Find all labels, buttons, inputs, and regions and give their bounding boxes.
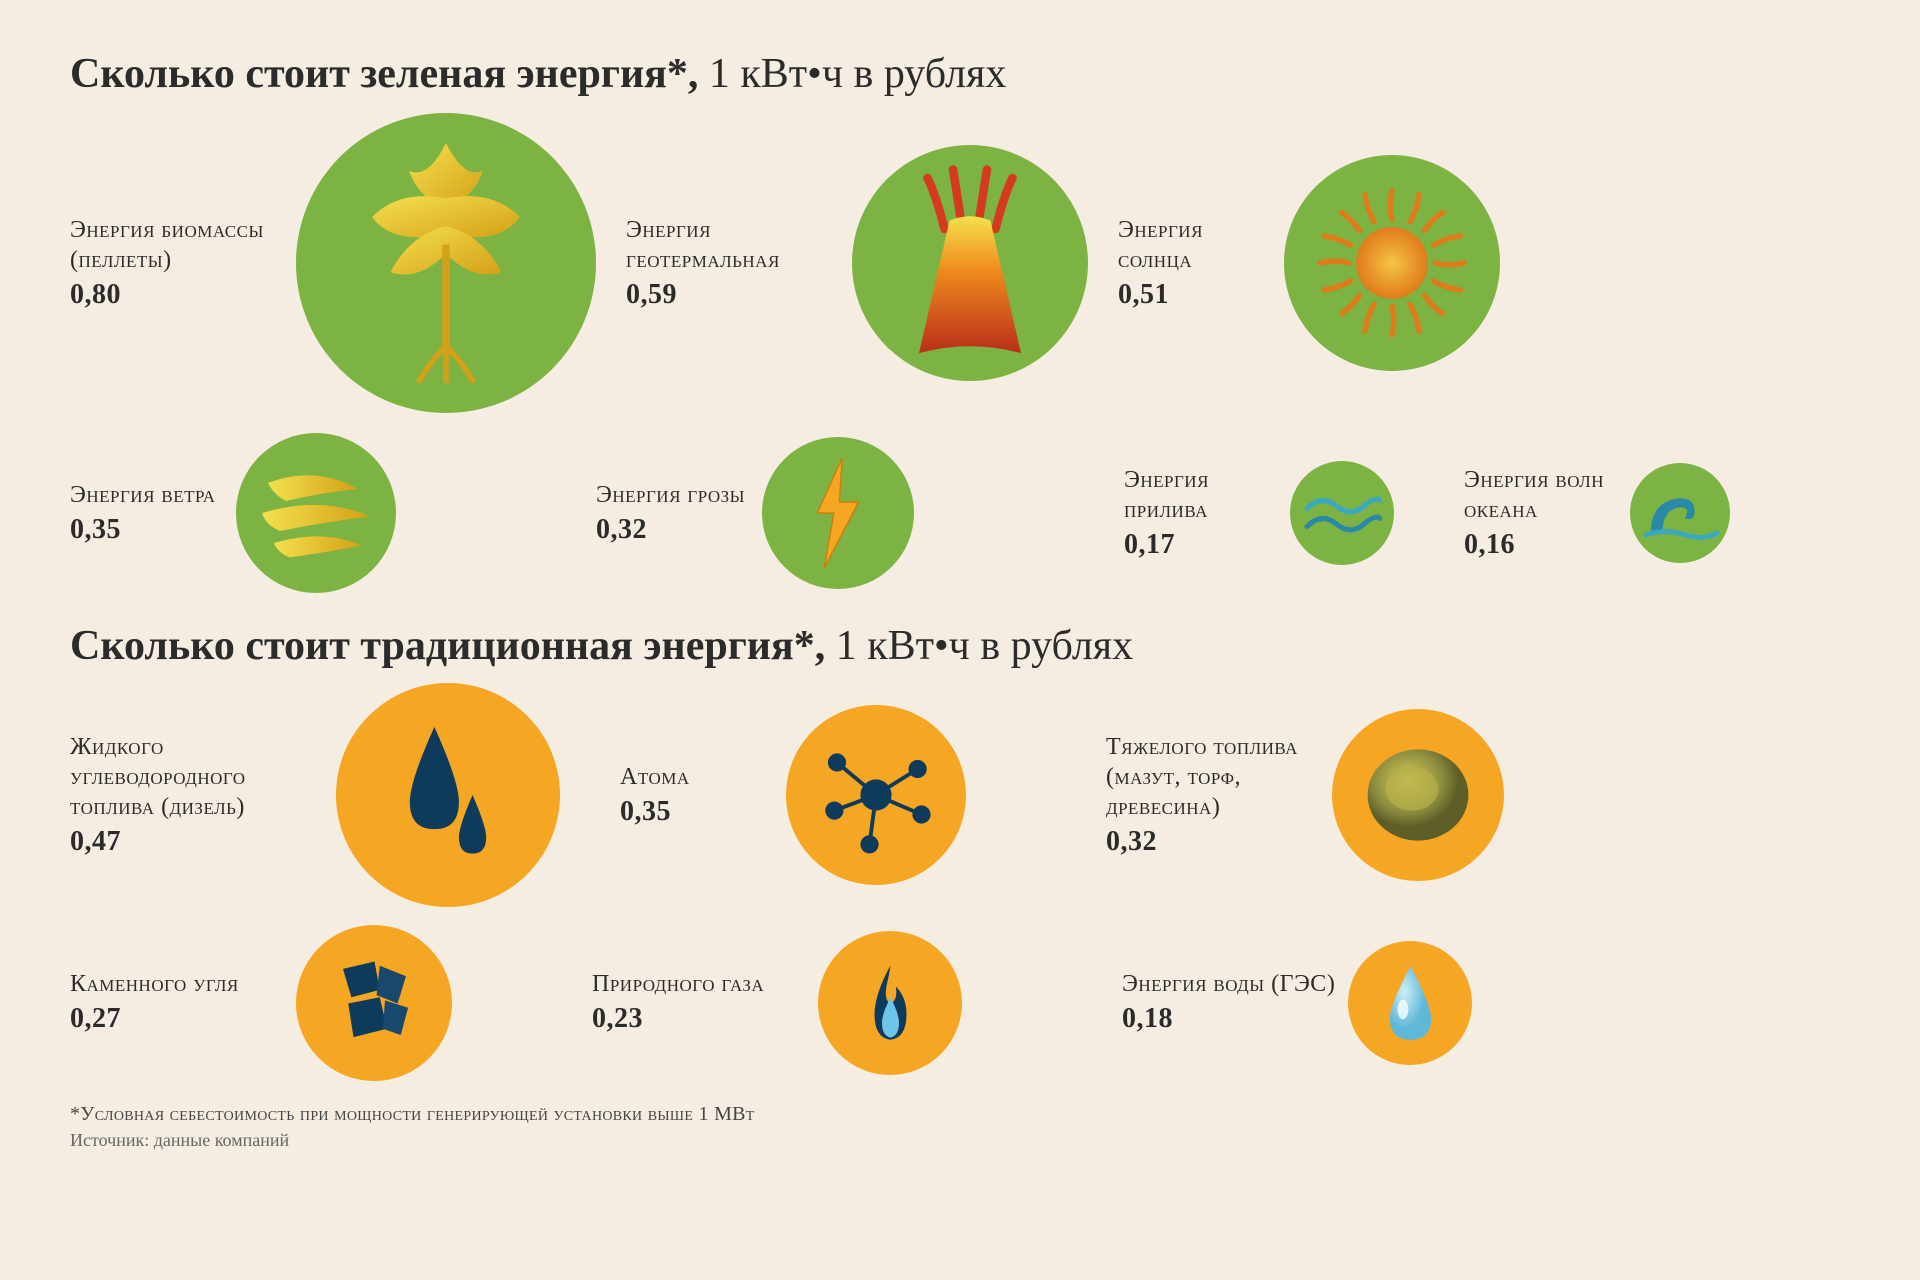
label-text: Тяжелого топлива (мазут, торф, древесина…: [1106, 732, 1326, 822]
value-text: 0,18: [1122, 1001, 1342, 1036]
label-text: Энергия ветра: [70, 480, 230, 510]
label-text: Энергия грозы: [596, 480, 756, 510]
circle-tide: [1290, 461, 1394, 565]
cell-tide: Энергия прилива 0,17: [1124, 461, 1394, 565]
value-text: 0,32: [1106, 824, 1326, 859]
plant-icon: [351, 143, 541, 383]
value-text: 0,17: [1124, 527, 1284, 562]
circle-gas: [818, 931, 962, 1075]
circle-storm: [762, 437, 914, 589]
tide-icon: [1302, 486, 1382, 541]
label-heavyfuel: Тяжелого топлива (мазут, торф, древесина…: [1106, 732, 1326, 859]
circle-wave: [1630, 463, 1730, 563]
value-text: 0,32: [596, 512, 756, 547]
label-gas: Природного газа 0,23: [592, 969, 812, 1036]
atom-icon: [811, 730, 941, 860]
footnote: *Условная себестоимость при мощности ген…: [70, 1103, 1850, 1126]
label-text: Энергия геотермальная: [626, 215, 846, 275]
value-text: 0,27: [70, 1001, 290, 1036]
label-text: Энергия воды (ГЭС): [1122, 969, 1342, 999]
cell-atom: Атома 0,35: [620, 705, 966, 885]
source: Источник: данные компаний: [70, 1130, 1850, 1151]
trad-title-bold: Сколько стоит традиционная энергия*,: [70, 623, 825, 669]
circle-heavyfuel: [1332, 709, 1504, 881]
trad-section-title: Сколько стоит традиционная энергия*, 1 к…: [70, 622, 1850, 670]
cell-gas: Природного газа 0,23: [592, 931, 962, 1075]
drops-icon: [393, 720, 503, 870]
coal-icon: [322, 953, 427, 1053]
value-text: 0,59: [626, 277, 846, 312]
label-hydro: Энергия воды (ГЭС) 0,18: [1122, 969, 1342, 1036]
value-text: 0,23: [592, 1001, 812, 1036]
label-geothermal: Энергия геотермальная 0,59: [626, 215, 846, 312]
cell-coal: Каменного угля 0,27: [70, 925, 452, 1081]
circle-geothermal: [852, 145, 1088, 381]
label-tide: Энергия прилива 0,17: [1124, 465, 1284, 562]
circle-coal: [296, 925, 452, 1081]
cell-hydro: Энергия воды (ГЭС) 0,18: [1122, 941, 1472, 1065]
value-text: 0,80: [70, 277, 290, 312]
label-text: Энергия волн океана: [1464, 465, 1624, 525]
label-diesel: Жидкого углеводородного топлива (дизель)…: [70, 732, 330, 859]
label-text: Жидкого углеводородного топлива (дизель): [70, 732, 330, 822]
volcano-icon: [885, 163, 1055, 363]
green-title-unit: 1 кВт•ч в рублях: [698, 51, 1006, 97]
waterdrop-icon: [1383, 964, 1438, 1042]
value-text: 0,16: [1464, 527, 1624, 562]
label-text: Энергия прилива: [1124, 465, 1284, 525]
value-text: 0,35: [70, 512, 230, 547]
label-atom: Атома 0,35: [620, 762, 780, 829]
green-title-bold: Сколько стоит зеленая энергия*,: [70, 51, 698, 97]
trad-row-1: Жидкого углеводородного топлива (дизель)…: [70, 680, 1850, 910]
green-row-1: Энергия биомассы (пеллеты) 0,80 Энергия …: [70, 108, 1850, 418]
cell-geothermal: Энергия геотермальная 0,59: [626, 145, 1088, 381]
trad-title-unit: 1 кВт•ч в рублях: [825, 623, 1133, 669]
circle-diesel: [336, 683, 560, 907]
cell-heavyfuel: Тяжелого топлива (мазут, торф, древесина…: [1106, 709, 1504, 881]
cell-wind: Энергия ветра 0,35: [70, 433, 396, 593]
blob-icon: [1358, 735, 1478, 855]
label-text: Природного газа: [592, 969, 812, 999]
circle-atom: [786, 705, 966, 885]
label-wave: Энергия волн океана 0,16: [1464, 465, 1624, 562]
label-sun: Энергия солнца 0,51: [1118, 215, 1278, 312]
label-storm: Энергия грозы 0,32: [596, 480, 756, 547]
cell-wave: Энергия волн океана 0,16: [1464, 463, 1730, 563]
cell-sun: Энергия солнца 0,51: [1118, 155, 1500, 371]
sun-icon: [1302, 173, 1482, 353]
label-text: Атома: [620, 762, 780, 792]
label-coal: Каменного угля 0,27: [70, 969, 290, 1036]
label-text: Каменного угля: [70, 969, 290, 999]
lightning-icon: [803, 458, 873, 568]
wind-icon: [256, 458, 376, 568]
wave-icon: [1641, 481, 1719, 546]
circle-hydro: [1348, 941, 1472, 1065]
circle-biomass: [296, 113, 596, 413]
trad-row-2: Каменного угля 0,27 Природного газа 0,23: [70, 920, 1850, 1085]
value-text: 0,47: [70, 824, 330, 859]
label-text: Энергия солнца: [1118, 215, 1278, 275]
value-text: 0,35: [620, 794, 780, 829]
cell-storm: Энергия грозы 0,32: [596, 437, 914, 589]
label-text: Энергия биомассы (пеллеты): [70, 215, 290, 275]
flame-icon: [863, 963, 918, 1043]
circle-sun: [1284, 155, 1500, 371]
label-wind: Энергия ветра 0,35: [70, 480, 230, 547]
green-section-title: Сколько стоит зеленая энергия*, 1 кВт•ч …: [70, 50, 1850, 98]
green-row-2: Энергия ветра 0,35 Энергия грозы 0,32 Э: [70, 428, 1850, 598]
circle-wind: [236, 433, 396, 593]
value-text: 0,51: [1118, 277, 1278, 312]
label-biomass: Энергия биомассы (пеллеты) 0,80: [70, 215, 290, 312]
cell-biomass: Энергия биомассы (пеллеты) 0,80: [70, 113, 596, 413]
cell-diesel: Жидкого углеводородного топлива (дизель)…: [70, 683, 560, 907]
